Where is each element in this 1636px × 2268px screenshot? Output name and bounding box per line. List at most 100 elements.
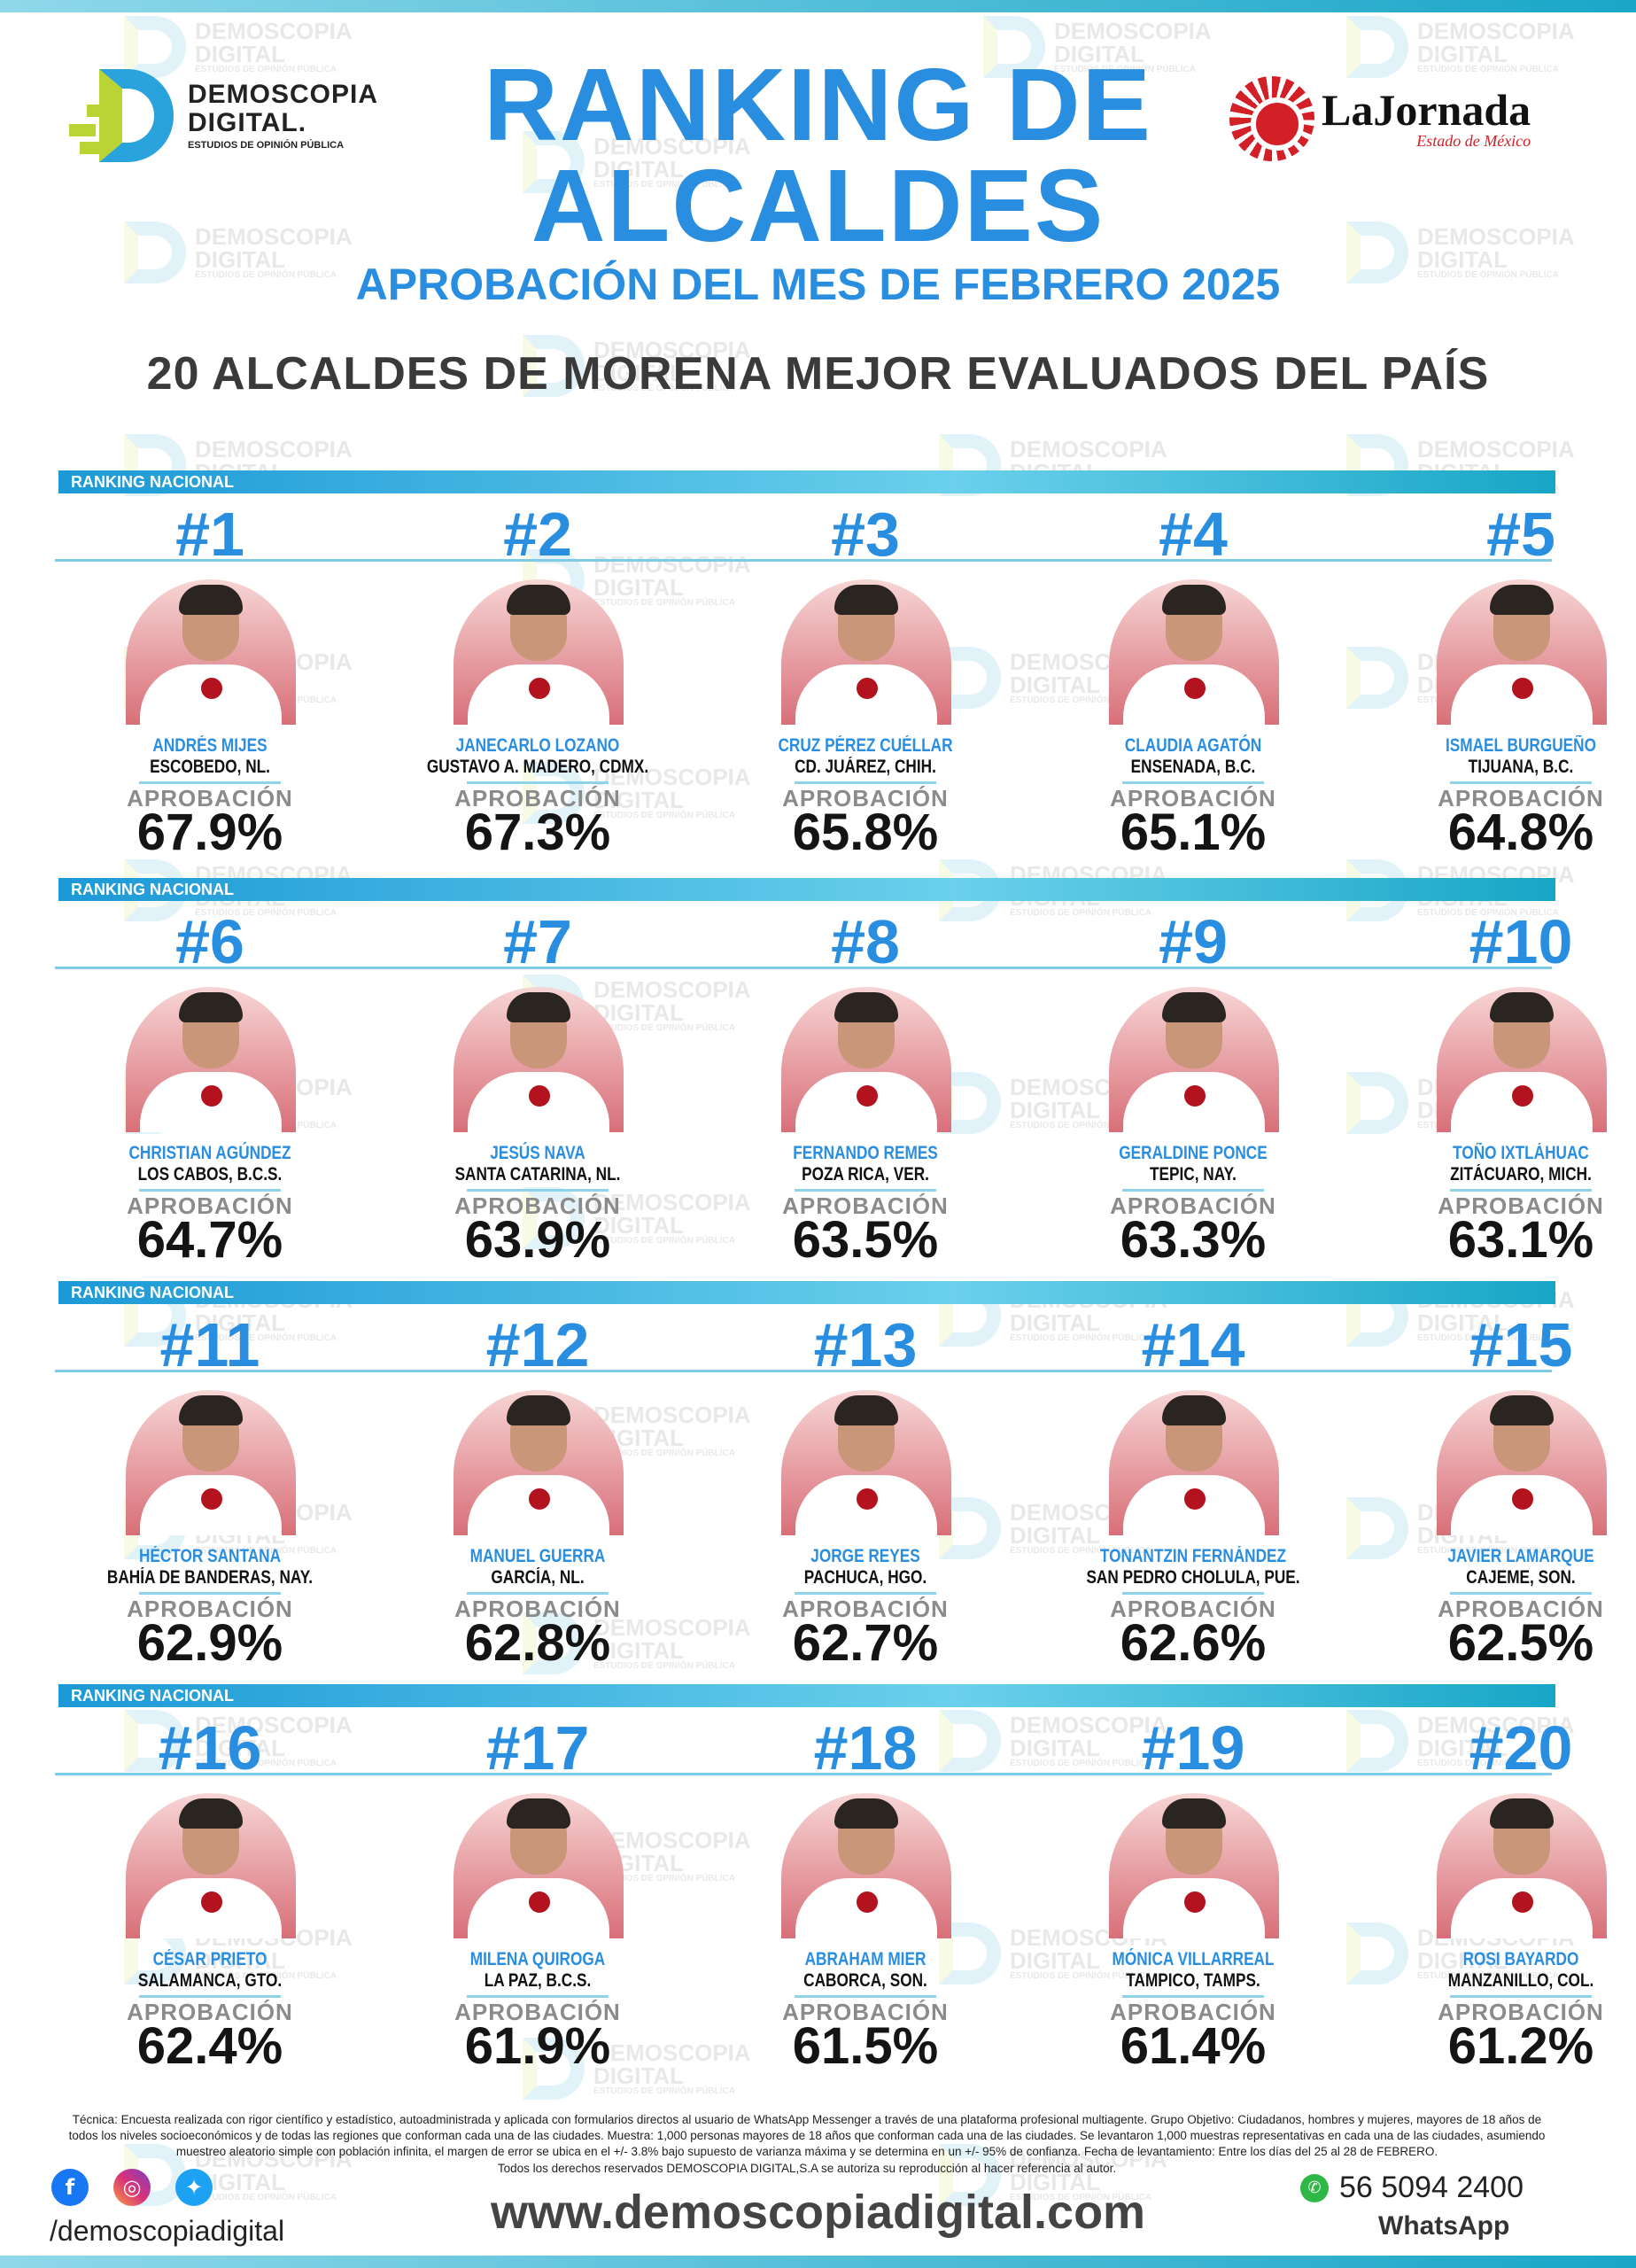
mayor-name: JAVIER LAMARQUE [1447,1546,1594,1566]
mayor-card: #2 JANECARLO LOZANO GUSTAVO A. MADERO, CDM… [392,503,684,859]
morena-badge-icon [1182,1083,1208,1109]
mayor-name: JESÚS NAVA [490,1143,585,1163]
photo-hair [834,1798,898,1829]
mayor-name: CHRISTIAN AGÚNDEZ [128,1143,291,1163]
photo-hair [179,585,243,615]
mayor-location: CD. JUÁREZ, CHIH. [795,757,936,777]
approval-percentage: 62.9% [136,1614,283,1672]
morena-badge-icon [198,1486,225,1512]
mayor-card: #3 CRUZ PÉREZ CUÉLLAR CD. JUÁREZ, CHIH. APR… [719,500,1012,859]
website-link[interactable]: www.demoscopiadigital.com [490,2186,1146,2239]
approval-label: APROBACIÓN [127,1596,293,1622]
approval-label: APROBACIÓN [1438,785,1604,812]
mayor-card: #16 CÉSAR PRIETO SALAMANCA, GTO. APROBACIÓN… [64,1717,356,2073]
name-underline [1450,781,1592,784]
approval-label: APROBACIÓN [1110,1999,1276,2025]
approval-label: APROBACIÓN [1110,785,1276,812]
approval-label: APROBACIÓN [454,1596,621,1622]
watermark-line1: DEMOSCOPIA [1417,18,1575,44]
approval-label: APROBACIÓN [127,1999,293,2025]
approval-percentage: 65.8% [792,804,939,861]
mayor-name: ROSI BAYARDO [1462,1949,1579,1969]
name-underline [795,781,936,784]
title-line2: ALCALDES [531,147,1105,263]
mayor-card: #13 JORGE REYES PACHUCA, HGO. APROBACIÓN 62.… [719,1310,1012,1670]
mayor-card: #11 HÉCTOR SANTANA BAHÍA DE BANDERAS, NAY.… [64,1314,356,1670]
mayor-photo [126,579,296,725]
mayor-card: #10 TOÑO IXTLÁHUAC ZITÁCUARO, MICH. APROBAC… [1375,911,1636,1267]
phone-number: 56 5094 2400 [1339,2171,1524,2204]
mayor-card: #9 GERALDINE PONCE TEPIC, NAY. APROBACIÓN 63… [1047,911,1339,1267]
name-underline [139,781,281,784]
mayor-name: FERNANDO REMES [793,1143,938,1163]
morena-badge-icon [1182,1889,1208,1915]
approval-label: APROBACIÓN [127,1192,293,1219]
mayor-location: TAMPICO, TAMPS. [1126,1970,1260,1991]
ranking-section-band: RANKING NACIONAL [58,1281,1555,1304]
ranking-section-band: RANKING NACIONAL [58,470,1555,493]
rank-number: #13 [813,1310,918,1379]
social-icons: f ◎ ✦ [51,2169,213,2206]
rank-divider [55,559,1552,562]
approval-percentage: 61.5% [792,2017,939,2075]
photo-hair [1162,992,1226,1022]
whatsapp-icon: ✆ [1300,2173,1329,2202]
photo-hair [834,992,898,1022]
ranking-section-band: RANKING NACIONAL [58,1684,1555,1707]
morena-badge-icon [1509,1889,1536,1915]
mayor-photo [781,1793,951,1938]
social-handle[interactable]: /demoscopiadigital [50,2215,285,2247]
approval-label: APROBACIÓN [1110,1596,1276,1622]
mayor-photo [1109,1390,1279,1535]
approval-label: APROBACIÓN [1438,1192,1604,1219]
mayor-location: GARCÍA, NL. [491,1567,585,1588]
photo-hair [1490,1798,1554,1829]
facebook-icon[interactable]: f [51,2169,89,2206]
morena-badge-icon [526,675,553,702]
mayor-card: #19 MÓNICA VILLARREAL TAMPICO, TAMPS. APROB… [1047,1717,1339,2073]
name-underline [467,781,609,784]
mayor-name: MANUEL GUERRA [469,1546,606,1566]
mayor-photo [781,1390,951,1535]
mayor-location: TEPIC, NAY. [1150,1164,1237,1184]
photo-hair [834,1395,898,1425]
watermark-line1: DEMOSCOPIA [1417,436,1575,462]
mayor-photo [454,579,624,725]
rank-number: #1 [175,500,244,569]
mayor-name: CÉSAR PRIETO [152,1949,267,1969]
morena-badge-icon [198,675,225,702]
mayor-name: MÓNICA VILLARREAL [1112,1949,1275,1969]
mayor-name: MILENA QUIROGA [469,1949,606,1969]
mayor-photo [454,987,624,1132]
headline: 20 ALCALDES DE MORENA MEJOR EVALUADOS DE… [146,348,1490,400]
photo-hair [1162,1798,1226,1829]
mayor-name: CLAUDIA AGATÓN [1124,735,1262,756]
mayor-location: ZITÁCUARO, MICH. [1450,1164,1592,1184]
mayor-photo [454,1793,624,1938]
instagram-icon[interactable]: ◎ [113,2169,151,2206]
mayor-name: ISMAEL BURGUEÑO [1446,735,1596,756]
mayor-photo [1437,987,1607,1132]
rank-divider [55,1370,1552,1372]
mayor-name: CRUZ PÉREZ CUÉLLAR [778,735,953,756]
twitter-icon[interactable]: ✦ [175,2169,213,2206]
name-underline [1450,1592,1592,1595]
mayor-photo [1437,1390,1607,1535]
name-underline [1450,1189,1592,1192]
rank-number: #14 [1141,1310,1245,1379]
ranking-section-label: RANKING NACIONAL [71,881,234,898]
name-underline [795,1189,936,1192]
rank-divider [55,1773,1552,1775]
photo-hair [507,1798,570,1829]
whatsapp-contact[interactable]: ✆ 56 5094 2400 [1300,2171,1524,2205]
name-underline [795,1995,936,1998]
brand-name-line2: DIGITAL. [188,107,307,137]
approval-percentage: 62.6% [1120,1614,1267,1672]
approval-percentage: 64.7% [136,1211,283,1269]
mayor-location: LOS CABOS, B.C.S. [137,1164,283,1184]
demoscopia-d-icon [69,69,175,162]
mayor-name: JANECARLO LOZANO [455,735,620,756]
rank-number: #3 [831,500,900,569]
approval-label: APROBACIÓN [454,785,621,812]
mayor-location: MANZANILLO, COL. [1447,1970,1594,1991]
